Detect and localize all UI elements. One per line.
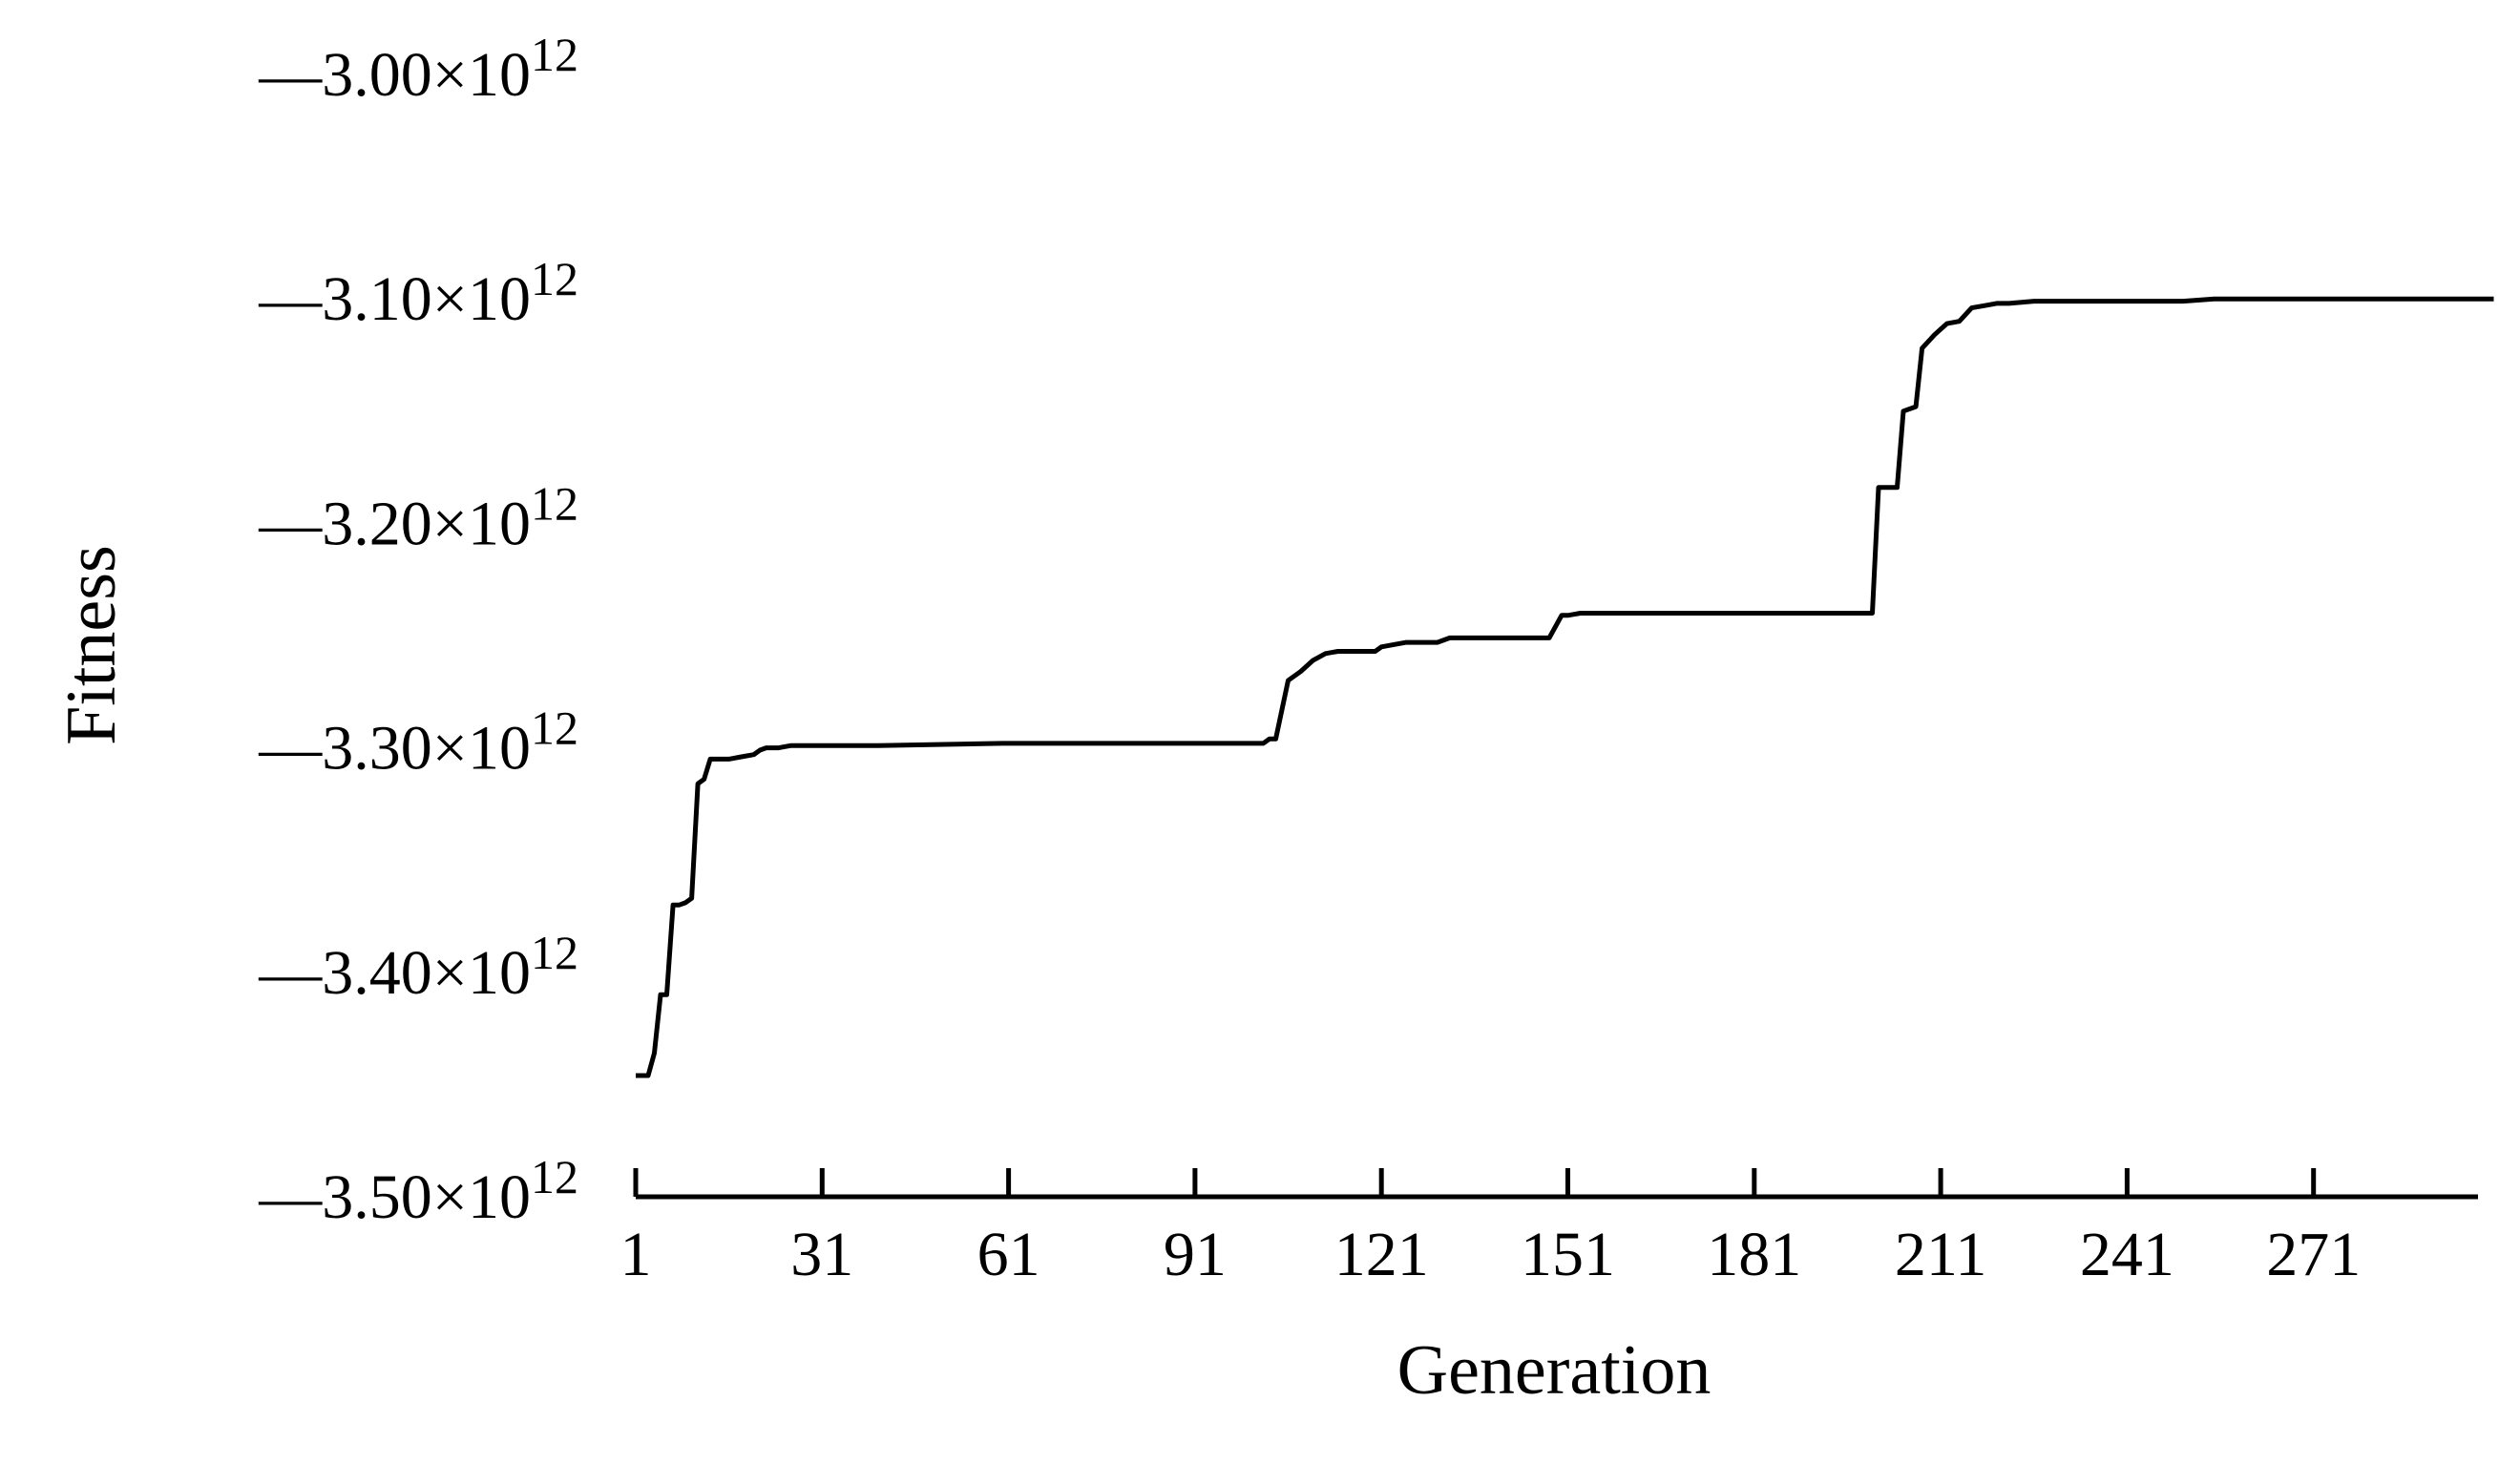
x-tick-label: 241 bbox=[2080, 1220, 2174, 1289]
x-tick-label: 271 bbox=[2266, 1220, 2361, 1289]
x-tick-label: 61 bbox=[977, 1220, 1040, 1289]
fitness-series-line bbox=[636, 296, 2494, 1078]
y-axis-title: Fitness bbox=[52, 545, 131, 745]
x-tick-label: 181 bbox=[1707, 1220, 1801, 1289]
y-tick-label: —3.50×1012 bbox=[258, 1150, 578, 1232]
y-axis-ticks: —3.00×1012 —3.10×1012 —3.20×1012 —3.30×1012… bbox=[258, 28, 578, 1232]
x-tick-label: 121 bbox=[1334, 1220, 1429, 1289]
x-tick-label: 151 bbox=[1521, 1220, 1615, 1289]
y-tick-label: —3.20×1012 bbox=[258, 476, 578, 558]
y-tick-label: —3.10×1012 bbox=[258, 252, 578, 334]
x-tick-label: 1 bbox=[620, 1220, 652, 1289]
y-tick-label: —3.30×1012 bbox=[258, 701, 578, 784]
y-tick-label: —3.40×1012 bbox=[258, 926, 578, 1008]
x-axis: 1 31 61 91 121 151 181 211 241 271 bbox=[620, 1168, 2478, 1289]
x-axis-title: Generation bbox=[1397, 1331, 1712, 1410]
x-tick-label: 211 bbox=[1895, 1220, 1987, 1289]
x-tick-label: 91 bbox=[1164, 1220, 1227, 1289]
x-tick-label: 31 bbox=[790, 1220, 853, 1289]
y-tick-label: —3.00×1012 bbox=[258, 28, 578, 110]
